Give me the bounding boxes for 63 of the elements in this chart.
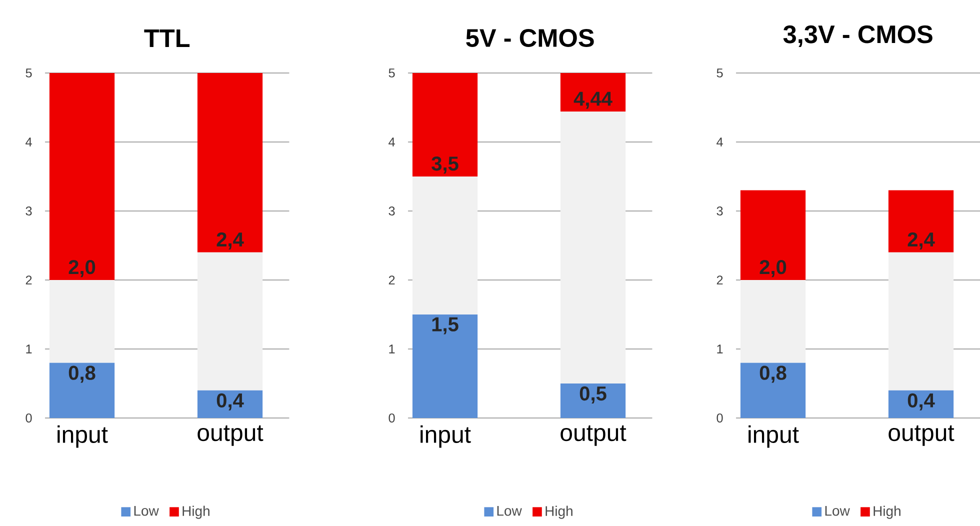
data-label: 0,8	[68, 366, 96, 383]
bar	[740, 362, 806, 418]
x-tick-label: output	[560, 425, 626, 446]
x-tick-label: input	[58, 425, 108, 448]
annotation: 2,4	[216, 232, 244, 250]
bar	[49, 280, 115, 363]
bar	[888, 190, 954, 252]
legend-label: High	[182, 506, 210, 519]
y-tick-label: 4	[388, 138, 395, 146]
y-tick-label: 4	[26, 138, 32, 146]
data-label: 1,5	[432, 317, 458, 334]
bar	[197, 73, 263, 252]
y-tick-label: 1	[26, 344, 32, 354]
data-label: 0,5	[580, 386, 606, 404]
y-tick-label: 0	[388, 414, 395, 422]
y-tick-label: 0	[26, 414, 32, 422]
x-tick-label: input	[420, 425, 471, 448]
y-tick-label: 5	[716, 68, 723, 78]
y-tick-label: 1	[717, 344, 723, 354]
x-tick-label: output	[198, 425, 264, 446]
annotation: 2,0	[68, 260, 96, 278]
bar	[888, 252, 954, 390]
x-tick-label: input	[748, 425, 799, 448]
bar	[740, 190, 806, 280]
bar	[560, 112, 626, 384]
annotation: 3,5	[432, 156, 458, 174]
bar	[740, 280, 806, 363]
legend-label: High	[874, 506, 900, 519]
bar	[49, 362, 115, 418]
bar	[560, 384, 626, 418]
y-tick-label: 2	[26, 276, 32, 284]
y-tick-label: 3	[26, 206, 32, 216]
bar	[560, 73, 626, 112]
data-label: 0,8	[760, 366, 786, 383]
annotation: 4,44	[574, 92, 612, 109]
y-tick-label: 2	[716, 276, 723, 284]
bar	[197, 390, 263, 418]
y-tick-label: 5	[388, 68, 395, 78]
legend-label: Low	[497, 506, 522, 516]
x-tick-label: output	[888, 425, 954, 446]
chart-title: 3,3V - CMOS	[783, 25, 932, 47]
y-tick-label: 3	[716, 206, 723, 216]
annotation: 2,4	[908, 232, 935, 250]
chart-title: 5V - CMOS	[466, 29, 594, 47]
bar	[412, 176, 478, 314]
annotation: 2,0	[760, 260, 786, 278]
bar	[197, 252, 263, 390]
data-label: 0,4	[908, 393, 935, 410]
legend-label: Low	[134, 506, 159, 516]
y-tick-label: 1	[389, 344, 395, 354]
legend-label: High	[546, 506, 572, 519]
y-tick-label: 3	[388, 206, 395, 216]
bar	[49, 73, 115, 280]
y-tick-label: 5	[26, 68, 32, 78]
y-tick-label: 2	[388, 276, 395, 284]
bar	[888, 390, 954, 418]
y-tick-label: 0	[716, 414, 723, 422]
chart-title: TTL	[144, 30, 190, 47]
data-label: 0,4	[216, 393, 244, 410]
bar	[412, 314, 478, 418]
legend-label: Low	[825, 506, 850, 516]
y-tick-label: 4	[716, 138, 723, 146]
bar	[412, 73, 478, 176]
